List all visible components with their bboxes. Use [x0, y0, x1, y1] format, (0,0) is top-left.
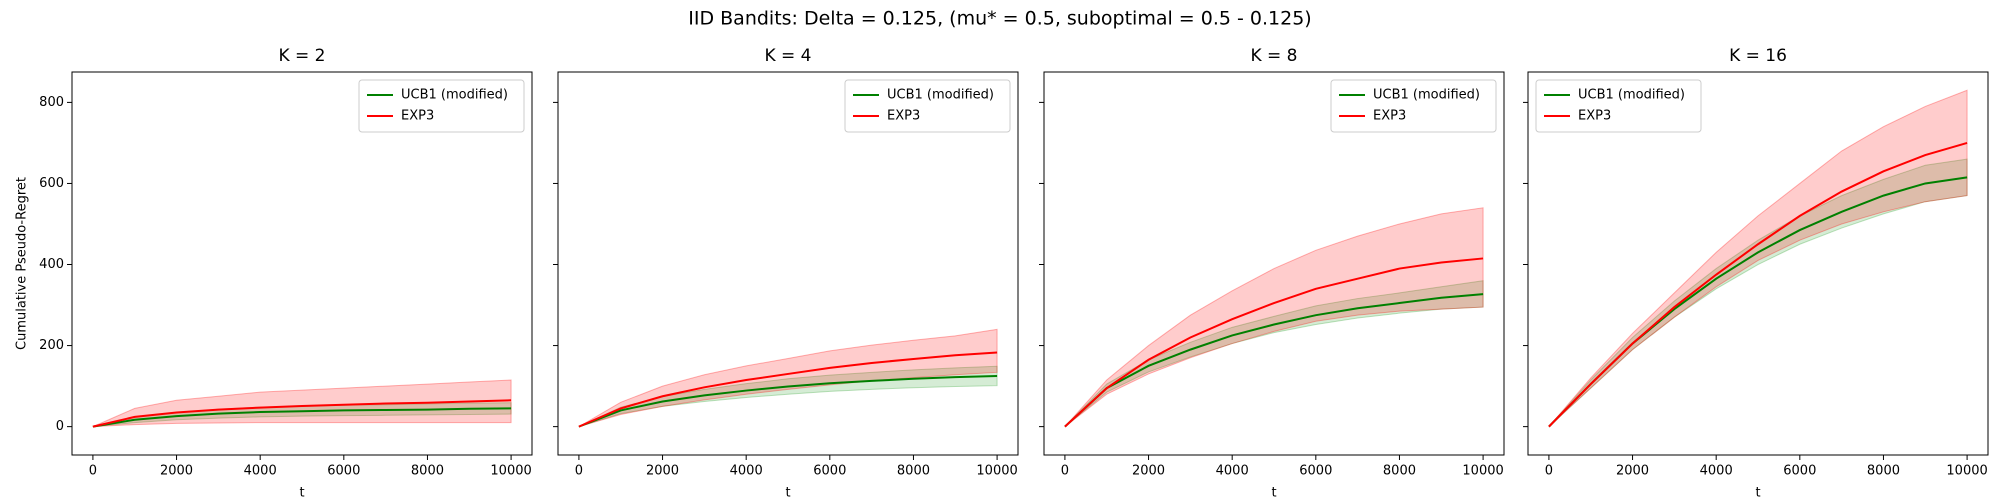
- x-tick-label: 6000: [813, 464, 846, 479]
- x-tick-label: 8000: [411, 464, 444, 479]
- x-tick-label: 10000: [1946, 464, 1987, 479]
- series-line: [1064, 293, 1484, 428]
- plot-frame: [71, 71, 533, 456]
- legend-label: EXP3: [1373, 109, 1406, 124]
- subplot-title: K = 2: [278, 46, 325, 66]
- y-axis-label: Cumulative Pseudo-Regret: [15, 177, 30, 350]
- x-axis-label: t: [299, 486, 304, 500]
- legend-label: UCB1 (modified): [1373, 88, 1480, 103]
- x-tick-label: 0: [89, 464, 97, 479]
- x-tick-label: 10000: [1462, 464, 1503, 479]
- plot-frame: [557, 71, 1019, 456]
- series-line: [92, 399, 512, 428]
- series-line: [92, 407, 512, 428]
- confidence-band: [578, 328, 998, 428]
- series-line: [1064, 257, 1484, 428]
- legend-box: [1535, 79, 1702, 133]
- x-tick-label: 10000: [976, 464, 1017, 479]
- x-tick-label: 2000: [646, 464, 679, 479]
- x-tick-label: 6000: [1299, 464, 1332, 479]
- legend-label: EXP3: [1578, 109, 1611, 124]
- x-tick-label: 8000: [1867, 464, 1900, 479]
- legend-box: [1330, 79, 1497, 133]
- series-line: [1548, 141, 1968, 428]
- x-tick-label: 4000: [244, 464, 277, 479]
- y-tick-label: 800: [39, 95, 64, 110]
- y-tick-label: 600: [39, 176, 64, 191]
- legend-label: UCB1 (modified): [401, 88, 508, 103]
- y-tick-label: 200: [39, 338, 64, 353]
- x-tick-label: 4000: [1216, 464, 1249, 479]
- series-line: [578, 351, 998, 428]
- x-tick-label: 10000: [490, 464, 531, 479]
- legend-label: EXP3: [401, 109, 434, 124]
- x-tick-label: 0: [1545, 464, 1553, 479]
- figure-title: IID Bandits: Delta = 0.125, (mu* = 0.5, …: [688, 8, 1311, 30]
- x-tick-label: 8000: [1383, 464, 1416, 479]
- confidence-band: [1064, 280, 1484, 428]
- y-tick-label: 0: [56, 419, 64, 434]
- legend-label: EXP3: [887, 109, 920, 124]
- x-tick-label: 0: [1061, 464, 1069, 479]
- confidence-band: [578, 365, 998, 428]
- legend-label: UCB1 (modified): [887, 88, 994, 103]
- subplot-title: K = 4: [764, 46, 811, 66]
- x-tick-label: 4000: [1700, 464, 1733, 479]
- x-axis-label: t: [1755, 486, 1760, 500]
- legend-box: [844, 79, 1011, 133]
- x-tick-label: 2000: [1616, 464, 1649, 479]
- plot-frame: [1043, 71, 1505, 456]
- subplot-title: K = 16: [1729, 46, 1787, 66]
- confidence-band: [1064, 207, 1484, 428]
- x-tick-label: 8000: [897, 464, 930, 479]
- x-tick-label: 0: [575, 464, 583, 479]
- x-axis-label: t: [1271, 486, 1276, 500]
- x-axis-label: t: [785, 486, 790, 500]
- legend-label: UCB1 (modified): [1578, 88, 1685, 103]
- subplot-title: K = 8: [1250, 46, 1297, 66]
- x-tick-label: 2000: [1132, 464, 1165, 479]
- x-tick-label: 4000: [730, 464, 763, 479]
- x-tick-label: 6000: [327, 464, 360, 479]
- y-tick-label: 400: [39, 257, 64, 272]
- x-tick-label: 6000: [1783, 464, 1816, 479]
- legend-box: [358, 79, 525, 133]
- x-tick-label: 2000: [160, 464, 193, 479]
- plot-frame: [1527, 71, 1989, 456]
- series-line: [578, 374, 998, 428]
